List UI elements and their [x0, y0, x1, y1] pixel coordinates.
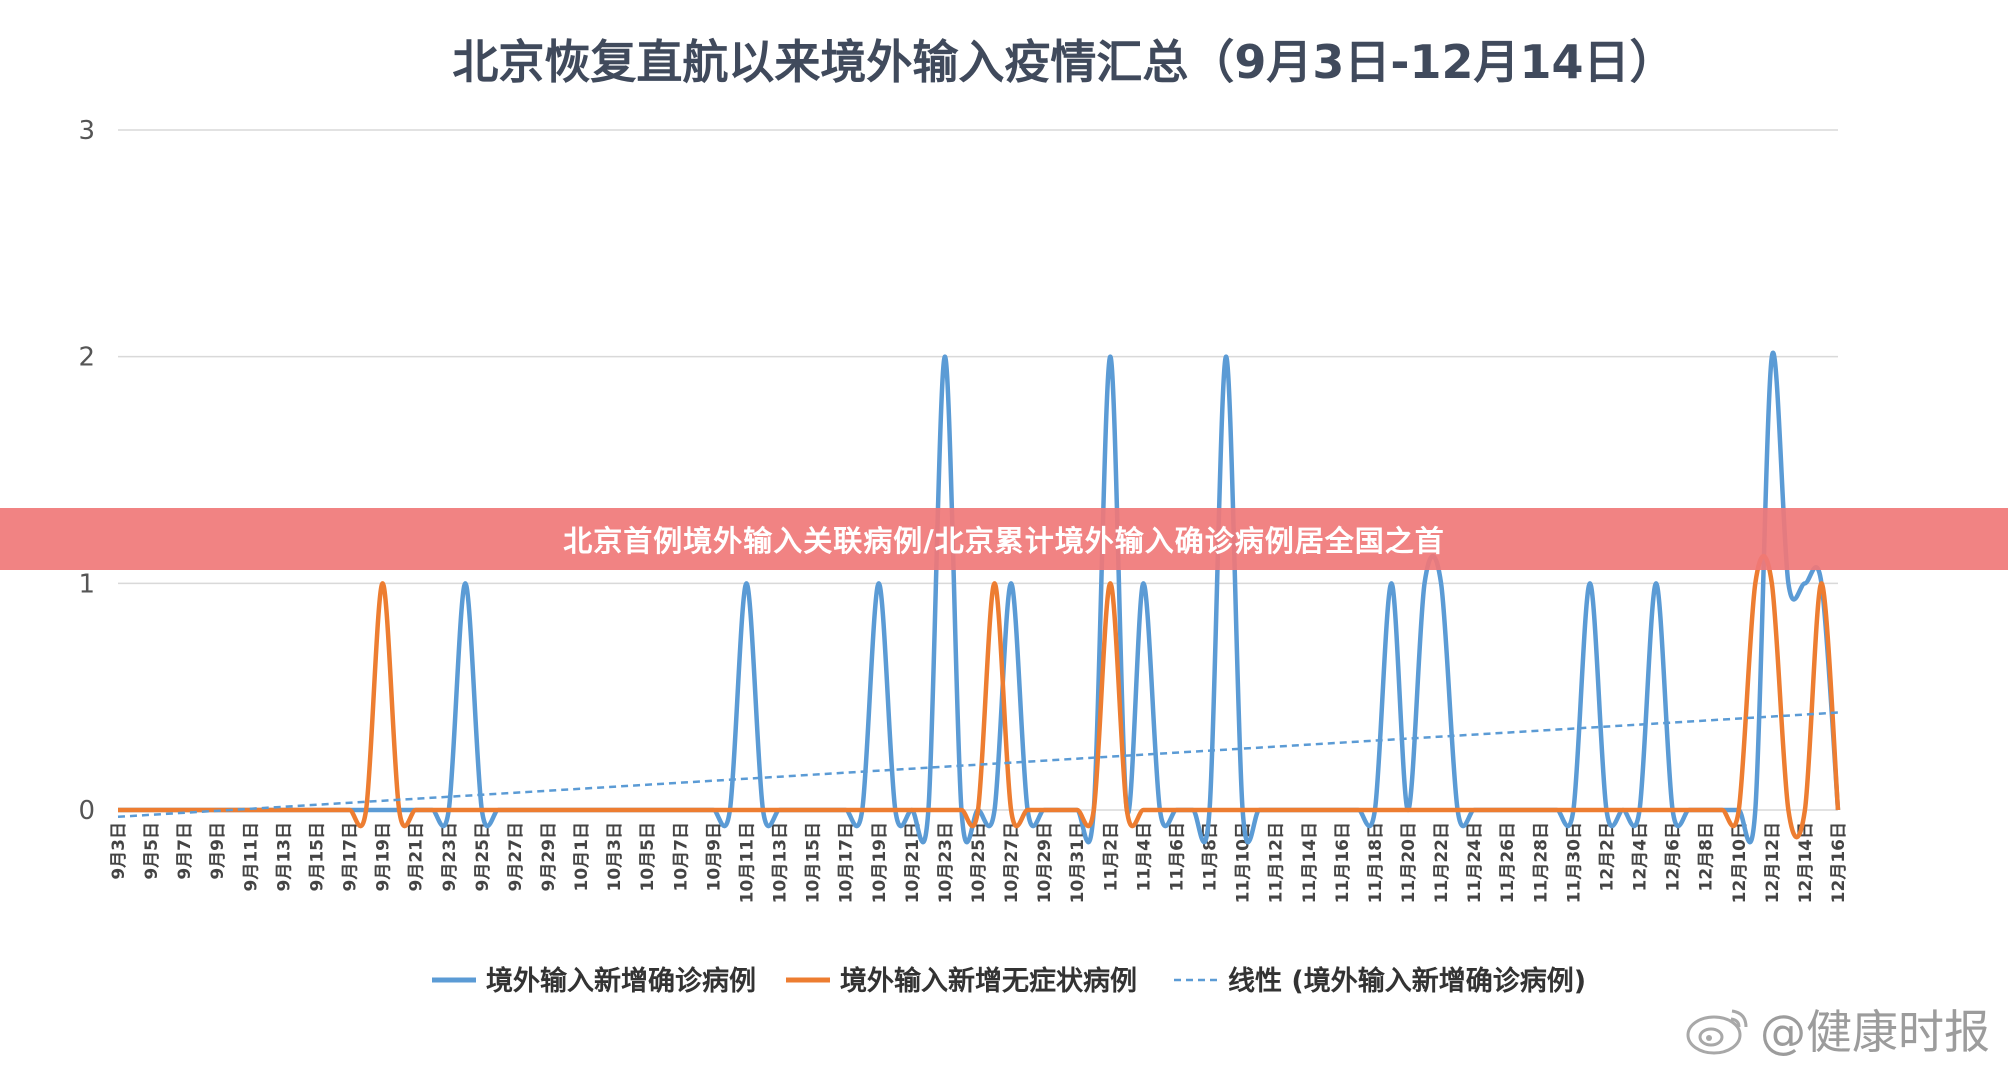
- x-tick-label: 10月1日: [572, 822, 592, 892]
- x-tick-label: 11月18日: [1366, 822, 1386, 903]
- x-tick-label: 10月29日: [1035, 822, 1055, 903]
- y-axis-ticks: 0 1 2 3: [78, 116, 95, 826]
- watermark: @健康时报: [1684, 996, 1990, 1062]
- x-tick-label: 9月5日: [142, 822, 162, 880]
- x-tick-label: 12月4日: [1631, 822, 1651, 892]
- legend-label-2: 线性 (境外输入新增确诊病例): [1228, 965, 1586, 997]
- x-tick-label: 10月31日: [1068, 822, 1088, 903]
- x-tick-label: 9月17日: [341, 822, 361, 892]
- x-tick-label: 10月17日: [837, 822, 857, 903]
- x-tick-label: 9月15日: [307, 822, 327, 892]
- x-tick-label: 10月23日: [936, 822, 956, 903]
- x-tick-label: 9月7日: [175, 822, 195, 880]
- series-line-0: [118, 350, 1841, 845]
- weibo-logo-icon: [1686, 1009, 1748, 1055]
- x-tick-label: 10月3日: [605, 822, 625, 892]
- headline-banner: 北京首例境外输入关联病例/北京累计境外输入确诊病例居全国之首: [0, 508, 2008, 570]
- x-tick-label: 11月24日: [1465, 822, 1485, 903]
- x-tick-label: 12月2日: [1597, 822, 1617, 892]
- x-tick-label: 9月21日: [407, 822, 427, 892]
- x-tick-label: 9月25日: [473, 822, 493, 892]
- x-tick-label: 11月16日: [1333, 822, 1353, 903]
- x-tick-label: 11月22日: [1432, 822, 1452, 903]
- x-tick-label: 11月26日: [1498, 822, 1518, 903]
- legend: 境外输入新增确诊病例 境外输入新增无症状病例 线性 (境外输入新增确诊病例): [432, 965, 1586, 997]
- x-tick-label: 12月12日: [1763, 822, 1783, 903]
- x-tick-label: 12月6日: [1664, 822, 1684, 892]
- series-line-1: [118, 554, 1841, 840]
- x-tick-label: 9月23日: [440, 822, 460, 892]
- x-tick-label: 11月2日: [1101, 822, 1121, 892]
- x-tick-label: 11月20日: [1399, 822, 1419, 903]
- x-tick-label: 12月16日: [1829, 822, 1849, 903]
- x-tick-label: 9月11日: [241, 822, 261, 892]
- x-tick-label: 12月8日: [1697, 822, 1717, 892]
- x-tick-label: 9月9日: [208, 822, 228, 880]
- series-lines: [117, 350, 1841, 845]
- x-tick-label: 10月15日: [804, 822, 824, 903]
- x-tick-label: 9月29日: [539, 822, 559, 892]
- y-tick-label: 0: [78, 796, 95, 826]
- x-tick-label: 9月27日: [506, 822, 526, 892]
- chart-title: 北京恢复直航以来境外输入疫情汇总（9月3日-12月14日）: [452, 35, 1675, 89]
- x-tick-label: 10月13日: [771, 822, 791, 903]
- x-tick-label: 10月19日: [870, 822, 890, 903]
- x-tick-label: 11月14日: [1300, 822, 1320, 903]
- x-tick-label: 9月19日: [374, 822, 394, 892]
- x-tick-label: 10月9日: [704, 822, 724, 892]
- y-tick-label: 1: [78, 569, 95, 599]
- watermark-text: @健康时报: [1760, 1005, 1990, 1059]
- x-tick-label: 10月5日: [638, 822, 658, 892]
- x-tick-label: 10月7日: [671, 822, 691, 892]
- x-tick-label: 11月12日: [1267, 822, 1287, 903]
- x-tick-label: 12月14日: [1796, 822, 1816, 903]
- x-tick-label: 11月4日: [1134, 822, 1154, 892]
- x-tick-label: 10月11日: [737, 822, 757, 903]
- legend-label-1: 境外输入新增无症状病例: [840, 965, 1137, 997]
- x-tick-label: 11月6日: [1167, 822, 1187, 892]
- y-tick-label: 2: [78, 343, 95, 373]
- x-tick-label: 10月21日: [903, 822, 923, 903]
- y-tick-label: 3: [78, 116, 95, 146]
- x-tick-label: 11月8日: [1201, 822, 1221, 892]
- x-tick-label: 9月13日: [274, 822, 294, 892]
- x-tick-label: 9月3日: [109, 822, 129, 880]
- headline-text: 北京首例境外输入关联病例/北京累计境外输入确诊病例居全国之首: [563, 524, 1445, 558]
- x-tick-label: 10月27日: [1002, 822, 1022, 903]
- legend-label-0: 境外输入新增确诊病例: [486, 965, 756, 997]
- x-axis-ticks: 9月3日 9月5日 9月7日 9月9日 9月11日 9月13日 9月15日 9月17日 9月19…: [109, 822, 1849, 903]
- x-tick-label: 10月25日: [969, 822, 989, 903]
- x-tick-label: 12月10日: [1730, 822, 1750, 903]
- x-tick-label: 11月30日: [1564, 822, 1584, 903]
- x-tick-label: 11月28日: [1531, 822, 1551, 903]
